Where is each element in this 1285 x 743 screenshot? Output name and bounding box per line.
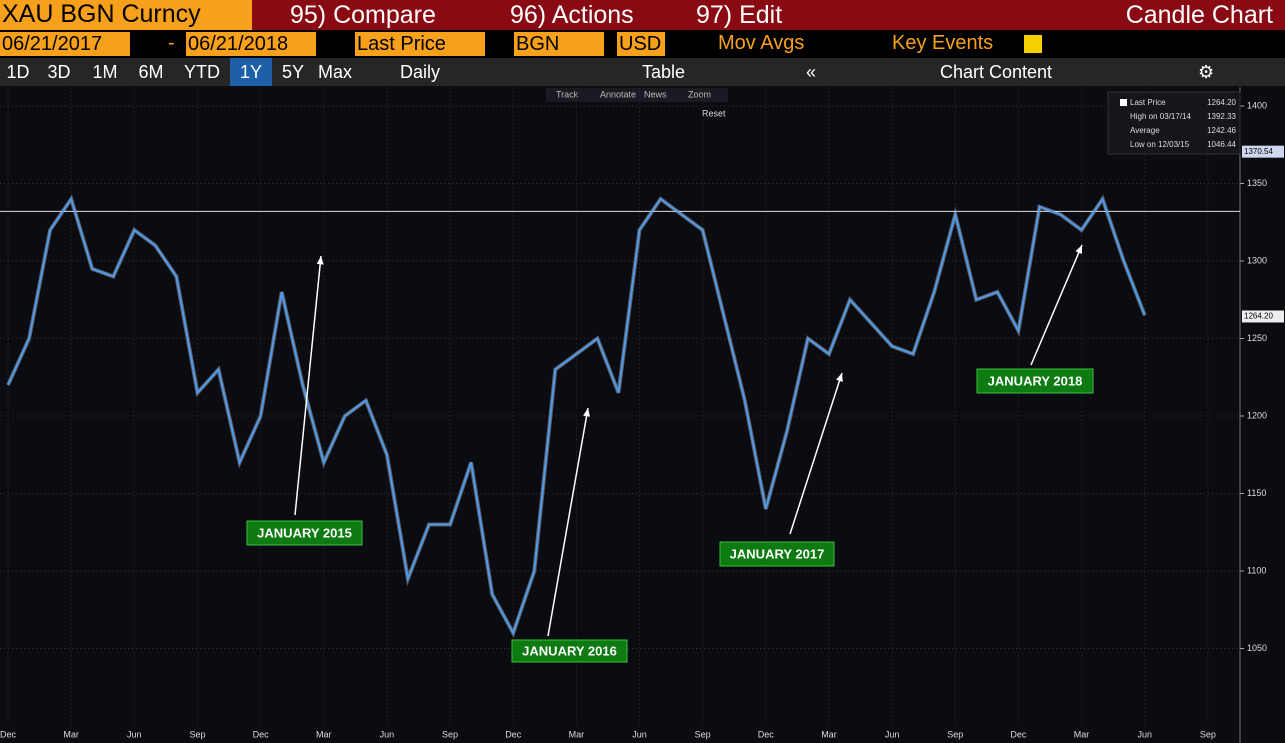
period-tab[interactable]: 3D	[47, 62, 71, 82]
legend-value: 1264.20	[1207, 98, 1236, 107]
annotation-label: JANUARY 2017	[730, 546, 825, 561]
y-tick-label: 1400	[1247, 100, 1267, 110]
source-field[interactable]: BGN	[514, 32, 604, 56]
x-tick-label: Dec	[1010, 729, 1027, 739]
annotation-arrow	[1030, 244, 1083, 366]
period-tab[interactable]: 1D	[6, 62, 30, 82]
y-tick-label: 1200	[1247, 410, 1267, 420]
settings-icon[interactable]: ⚙	[1198, 62, 1215, 82]
y-tick-label: 1150	[1247, 488, 1266, 498]
annotation-label: JANUARY 2016	[522, 643, 617, 658]
period-tab[interactable]: Max	[317, 62, 352, 82]
annotation-box	[511, 639, 628, 663]
annotation-label: JANUARY 2018	[988, 373, 1083, 388]
chart-content[interactable]: Chart Content	[940, 62, 1053, 82]
controls-bar: 06/21/2017 - 06/21/2018 Last Price BGN U…	[0, 30, 1285, 58]
period-bar: 1D 3D 1M 6M YTD 1Y 5Y Max Daily Table Chart Con…	[0, 58, 1285, 86]
x-tick-label: Sep	[442, 729, 458, 739]
start-date[interactable]: 06/21/2017	[0, 32, 130, 56]
x-tick-label: Sep	[189, 729, 205, 739]
x-tick-label: Mar	[569, 729, 585, 739]
arrow-head	[836, 373, 843, 382]
frequency[interactable]: Daily	[400, 62, 441, 82]
legend-label: High on 03/17/14	[1130, 112, 1191, 121]
legend-box	[1107, 91, 1241, 155]
price-line	[7, 196, 1146, 636]
annotation-box	[719, 541, 835, 567]
x-tick-label: Sep	[695, 729, 711, 739]
edit-menu[interactable]: 97) Edit	[696, 1, 783, 29]
period-tab[interactable]: 1M	[92, 62, 118, 82]
x-tick-label: Jun	[885, 729, 900, 739]
arrow-head	[1075, 245, 1082, 254]
x-tick-label: Mar	[1074, 729, 1090, 739]
reset-button[interactable]: Reset	[702, 108, 726, 118]
annotation-box	[246, 520, 363, 546]
annotation-box	[976, 368, 1094, 394]
mov-avgs[interactable]: Mov Avgs	[718, 32, 805, 54]
x-tick-label: Dec	[0, 729, 16, 739]
legend-label: Last Price	[1130, 98, 1166, 107]
y-tick-label: 1350	[1247, 178, 1267, 188]
price-tag-label: 1264.20	[1244, 312, 1273, 321]
chart-tool[interactable]: Track	[556, 89, 579, 99]
tools-bg	[546, 88, 728, 102]
legend-value: 1392.33	[1207, 112, 1236, 121]
chart-tool[interactable]: News	[644, 89, 667, 99]
key-events[interactable]: Key Events	[892, 32, 994, 54]
chart-background	[0, 86, 1285, 743]
x-tick-label: Sep	[947, 729, 963, 739]
field-select[interactable]: Last Price	[355, 32, 485, 56]
title-bar: XAU BGN Curncy 95) Compare 96) Actions 9…	[0, 0, 1285, 30]
legend-value: 1046.44	[1207, 140, 1236, 149]
table-button[interactable]: Table	[642, 62, 686, 82]
x-tick-label: Jun	[632, 729, 647, 739]
price-tag	[1242, 145, 1284, 158]
x-tick-label: Mar	[316, 729, 332, 739]
legend-value: 1242.46	[1207, 126, 1236, 135]
y-tick-label: 1050	[1247, 643, 1267, 653]
x-tick-label: Jun	[1137, 729, 1152, 739]
price-tag	[1242, 310, 1284, 323]
arrow-head	[583, 408, 590, 417]
actions-menu[interactable]: 96) Actions	[510, 1, 634, 29]
security[interactable]: XAU BGN Curncy	[0, 0, 252, 30]
legend-swatch	[1120, 99, 1127, 106]
x-tick-label: Sep	[1200, 729, 1216, 739]
compare-menu[interactable]: 95) Compare	[290, 1, 436, 29]
chart-tool[interactable]: Zoom	[688, 89, 711, 99]
annotation-label: JANUARY 2015	[257, 525, 352, 540]
legend-label: Average	[1130, 126, 1160, 135]
period-tab[interactable]: 1Y	[230, 58, 272, 86]
end-date[interactable]: 06/21/2018	[186, 32, 316, 56]
collapse-icon[interactable]: «	[806, 62, 817, 82]
period-tab[interactable]: 5Y	[281, 62, 305, 82]
x-tick-label: Mar	[63, 729, 79, 739]
legend-label: Low on 12/03/15	[1130, 140, 1190, 149]
currency-field[interactable]: USD	[617, 32, 665, 56]
annotation-arrow	[547, 407, 589, 637]
x-tick-label: Jun	[380, 729, 395, 739]
y-tick-label: 1100	[1247, 565, 1266, 575]
info-icon[interactable]	[1024, 35, 1042, 53]
x-tick-label: Dec	[758, 729, 775, 739]
period-tab[interactable]: YTD	[184, 62, 220, 82]
annotation-arrow	[294, 255, 322, 516]
x-tick-label: Jun	[127, 729, 142, 739]
x-tick-label: Mar	[821, 729, 837, 739]
y-tick-label: 1300	[1247, 255, 1267, 265]
x-tick-label: Dec	[253, 729, 270, 739]
annotation-arrow	[789, 372, 843, 535]
chart-name: Candle Chart	[1125, 1, 1273, 29]
chart-tool[interactable]: Annotate	[600, 89, 636, 99]
period-tab[interactable]: 6M	[138, 62, 164, 82]
arrow-head	[316, 256, 324, 265]
price-tag-label: 1370.54	[1244, 147, 1273, 156]
chart: Track Annotate News Zoom Reset 1050 1100 1150 1…	[0, 86, 1285, 743]
x-tick-label: Dec	[505, 729, 522, 739]
date-dash: -	[168, 32, 175, 54]
y-tick-label: 1250	[1247, 333, 1267, 343]
